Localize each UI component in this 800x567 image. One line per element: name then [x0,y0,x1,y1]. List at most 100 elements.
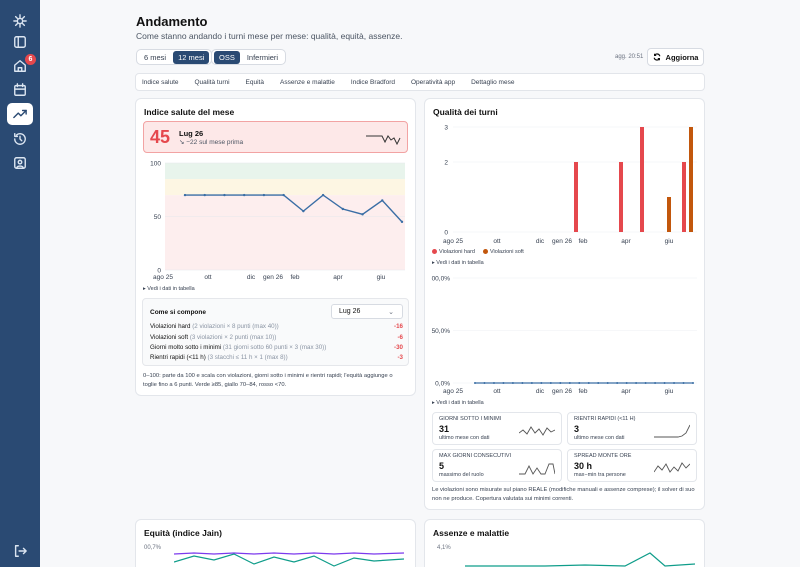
role-selector: OSS Infermieri [211,49,287,65]
y-tick-label: 50,0% [432,328,451,335]
tab-assenze[interactable]: Assenze e malattie [279,78,335,86]
health-point [183,193,187,197]
equity-axis-top: 00,7% [144,545,162,551]
row-detail: (31 giorni sotto 60 punti × 3 (max 30)) [222,344,327,351]
kpi-sparkline [519,463,555,475]
y-tick-label: 100 [150,161,161,168]
health-band [165,163,405,180]
kpi-value: 3 [574,424,580,434]
coverage-point [597,382,600,384]
quality-table-toggle-label: Vedi i dati in tabella [436,260,484,266]
quality-table-toggle[interactable]: ▸ Vedi i dati in tabella [432,260,484,266]
legend-item: Violazioni soft [482,249,524,255]
tab-bradford[interactable]: Indice Bradford [350,78,395,86]
coverage-point [502,382,505,384]
composition-row: Rientri rapidi (<11 h) (3 stacchi ≤ 11 h… [150,354,403,361]
row-points: -16 [394,323,403,330]
x-tick-label: giu [665,388,674,395]
quality-bar [682,162,686,232]
coverage-point [530,382,533,384]
health-point [203,193,206,197]
calendar-icon[interactable] [7,79,33,101]
x-tick-label: dic [247,274,256,281]
coverage-table-toggle-label: Vedi i dati in tabella [436,400,484,406]
equity-card-title: Equità (indice Jain) [144,528,222,538]
health-point [282,193,285,197]
refresh-label: Aggiorna [665,52,699,62]
x-tick-label: gen 26 [552,238,572,245]
kpi-sparkline [654,424,690,438]
row-label: Rientri rapidi (<11 h) [150,354,206,361]
x-tick-label: dic [536,238,545,245]
kpi-value: 31 [439,424,450,434]
kpi-sub: ultimo mese con dati [439,435,490,441]
y-tick-label: 00,0% [432,276,451,283]
health-table-toggle[interactable]: ▸ Vedi i dati in tabella [143,286,195,292]
month-select[interactable]: Lug 26 ⌄ [331,304,403,319]
sidebar: 6 [0,0,40,567]
tab-indice-salute[interactable]: Indice salute [142,78,179,86]
composition-title: Come si compone [150,309,206,316]
y-tick-label: 0,0% [435,381,450,388]
kpi-days-below-min: GIORNI SOTTO I MINIMI 31 ultimo mese con… [432,412,562,445]
health-table-toggle-label: Vedi i dati in tabella [147,286,195,292]
health-point [262,193,266,197]
health-month: Lug 26 [179,129,204,138]
health-point [321,193,325,197]
coverage-point [616,382,619,384]
row-label: Violazioni soft [150,334,189,341]
health-series-line [185,194,403,223]
health-band [165,195,405,270]
role-option-infermieri[interactable]: Infermieri [246,52,279,62]
coverage-point [492,382,495,384]
staff-icon[interactable] [7,152,33,174]
x-tick-label: feb [578,388,587,395]
absences-card-title: Assenze e malattie [433,528,510,538]
tab-dettaglio[interactable]: Dettaglio mese [471,78,515,86]
kpi-max-consecutive: MAX GIORNI CONSECUTIVI 5 massimo del ruo… [432,449,562,482]
logout-icon[interactable] [7,540,33,562]
coverage-point [625,382,628,384]
tab-qualita-turni[interactable]: Qualità turni [194,78,230,86]
y-tick-label: 2 [444,160,448,167]
coverage-point [474,382,476,384]
absences-chart [465,552,696,567]
quality-chart: 0 2 3 ago 25 ott dic gen 26 feb apr giu [443,125,697,245]
x-tick-label: ago 25 [153,274,173,281]
quality-bar [689,127,693,232]
trend-icon[interactable] [7,103,33,125]
coverage-point [549,382,552,384]
home-icon[interactable] [7,55,33,77]
quality-bar [574,162,578,232]
y-tick-label: 0 [444,230,448,237]
kpi-sub: max−min tra persone [574,472,626,478]
row-detail: (2 violazioni × 8 punti (max 40)) [192,323,279,330]
health-value: 45 [150,127,171,147]
health-card-title: Indice salute del mese [144,107,235,117]
kpi-title: RIENTRI RAPIDI (<11 H) [574,416,636,422]
y-tick-label: 0 [157,268,161,275]
updated-time: agg. 20:51 [615,54,644,60]
range-option-12[interactable]: 12 mesi [173,50,210,64]
tab-operativita[interactable]: Operatività app [411,78,456,86]
absences-card: Assenze e malattie 4,1% [424,519,705,567]
kpi-sparkline [519,426,555,436]
coverage-point [644,382,647,384]
coverage-point [511,382,514,384]
history-icon[interactable] [7,128,33,150]
kpi-hours-spread: SPREAD MONTE ORE 30 h max−min tra person… [567,449,697,482]
role-option-oss[interactable]: OSS [214,50,240,64]
coverage-point [483,382,486,384]
sidebar-toggle-icon[interactable] [7,31,33,53]
tab-equita[interactable]: Equità [245,78,264,86]
range-option-6[interactable]: 6 mesi [144,52,167,62]
health-band [165,179,405,196]
notification-badge: 6 [25,54,36,65]
logo-icon[interactable] [7,10,33,32]
coverage-point [540,382,543,384]
coverage-table-toggle[interactable]: ▸ Vedi i dati in tabella [432,400,484,406]
refresh-button[interactable]: Aggiorna [647,48,704,66]
health-point [341,207,345,211]
x-tick-label: ott [493,238,500,245]
page-subtitle: Come stanno andando i turni mese per mes… [136,31,403,41]
